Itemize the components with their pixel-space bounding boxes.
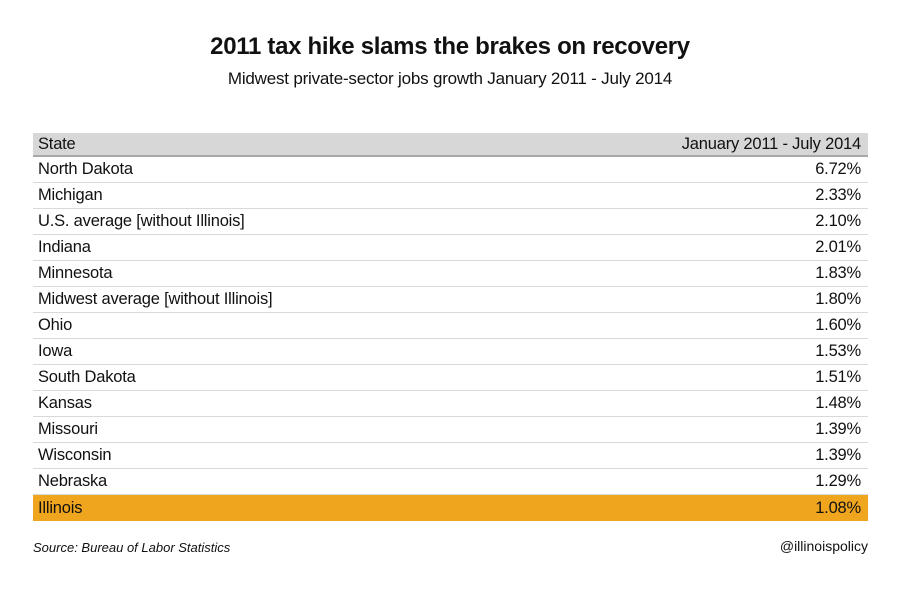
state-cell: Missouri: [38, 420, 98, 438]
twitter-handle: @illinoispolicy: [779, 538, 868, 554]
table-row: Ohio 1.60%: [33, 313, 868, 339]
table-row: Indiana 2.01%: [33, 235, 868, 261]
table-row: U.S. average [without Illinois] 2.10%: [33, 209, 868, 235]
table-row: Michigan 2.33%: [33, 183, 868, 209]
state-cell: Minnesota: [38, 264, 113, 282]
table-row: Kansas 1.48%: [33, 391, 868, 417]
table-row: Minnesota 1.83%: [33, 261, 868, 287]
state-cell: Midwest average [without Illinois]: [38, 290, 273, 308]
value-cell: 1.39%: [815, 446, 861, 464]
table-row: South Dakota 1.51%: [33, 365, 868, 391]
value-cell: 1.51%: [815, 368, 861, 386]
state-cell: Indiana: [38, 238, 91, 256]
value-cell: 6.72%: [815, 160, 861, 178]
state-cell: U.S. average [without Illinois]: [38, 212, 245, 230]
value-cell: 2.10%: [815, 212, 861, 230]
value-cell: 1.83%: [815, 264, 861, 282]
state-cell: North Dakota: [38, 160, 133, 178]
page-title: 2011 tax hike slams the brakes on recove…: [210, 33, 690, 60]
state-cell: Iowa: [38, 342, 73, 360]
state-cell: Kansas: [38, 394, 92, 412]
value-cell: 1.29%: [815, 472, 861, 490]
state-cell: Wisconsin: [38, 446, 112, 464]
value-cell: 1.60%: [815, 316, 861, 334]
table-row: Iowa 1.53%: [33, 339, 868, 365]
table-row: Midwest average [without Illinois] 1.80%: [33, 287, 868, 313]
state-cell: Nebraska: [38, 472, 108, 490]
value-cell: 1.53%: [815, 342, 861, 360]
value-cell: 1.80%: [815, 290, 861, 308]
value-cell: 2.01%: [815, 238, 861, 256]
table-body: North Dakota 6.72% Michigan 2.33% U.S. a…: [33, 157, 868, 521]
table-row: Wisconsin 1.39%: [33, 443, 868, 469]
value-cell: 2.33%: [815, 186, 861, 204]
value-cell: 1.39%: [815, 420, 861, 438]
table-row: Missouri 1.39%: [33, 417, 868, 443]
column-header-period: January 2011 - July 2014: [681, 134, 861, 153]
state-cell: Michigan: [38, 186, 103, 204]
table-row-highlighted: Illinois 1.08%: [33, 495, 868, 521]
table-row: North Dakota 6.72%: [33, 157, 868, 183]
column-header-state: State: [38, 134, 76, 153]
table-header-row: State January 2011 - July 2014: [33, 133, 868, 157]
value-cell: 1.08%: [815, 498, 861, 517]
page-subtitle: Midwest private-sector jobs growth Janua…: [227, 69, 673, 88]
value-cell: 1.48%: [815, 394, 861, 412]
state-cell: Ohio: [38, 316, 73, 334]
table-row: Nebraska 1.29%: [33, 469, 868, 495]
state-cell: Illinois: [38, 498, 83, 517]
state-cell: South Dakota: [38, 368, 136, 386]
jobs-growth-table: State January 2011 - July 2014 North Dak…: [33, 133, 868, 521]
source-note: Source: Bureau of Labor Statistics: [33, 540, 231, 555]
